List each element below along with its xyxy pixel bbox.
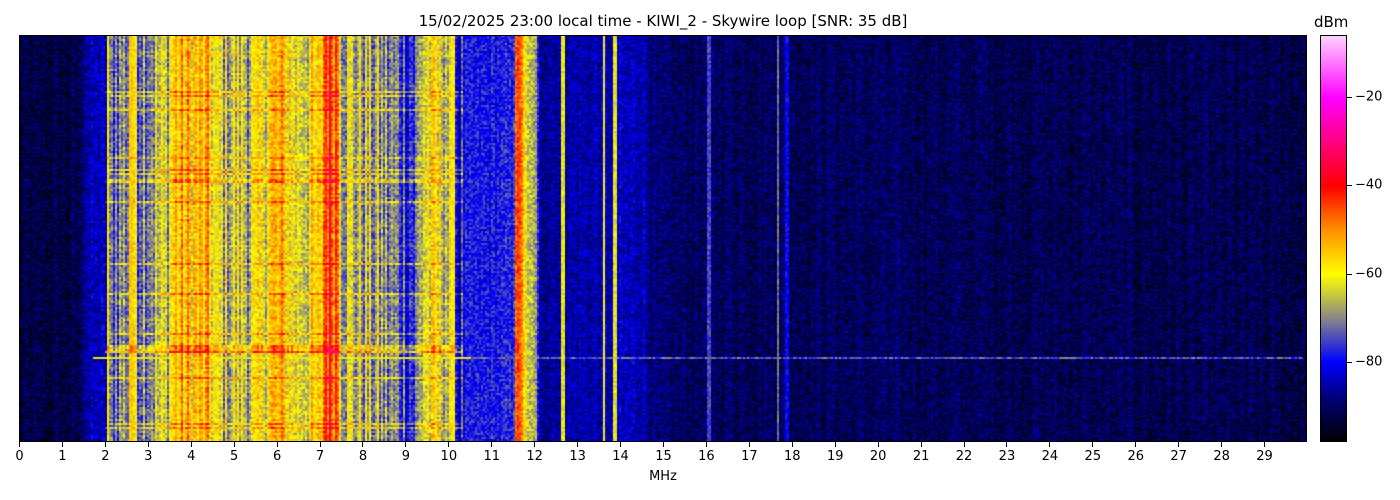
x-tick-label: 28 xyxy=(1213,449,1230,464)
x-tick xyxy=(534,442,536,447)
x-tick-label: 16 xyxy=(698,449,715,464)
x-tick xyxy=(104,442,106,447)
colorbar-tick-label: −80 xyxy=(1355,354,1383,370)
colorbar-tick xyxy=(1347,185,1352,187)
colorbar-tick xyxy=(1347,96,1352,98)
x-tick xyxy=(748,442,750,447)
x-tick-label: 25 xyxy=(1084,449,1102,464)
x-tick-label: 27 xyxy=(1170,449,1187,464)
x-tick xyxy=(963,442,965,447)
x-tick xyxy=(405,442,407,447)
x-tick-label: 7 xyxy=(315,449,325,464)
x-tick-label: 8 xyxy=(358,449,368,464)
x-tick xyxy=(233,442,235,447)
x-tick-label: 15 xyxy=(655,449,672,464)
x-tick xyxy=(491,442,493,447)
colorbar-tick xyxy=(1347,362,1352,364)
colorbar-tick-label: −20 xyxy=(1355,89,1383,105)
x-tick-label: 0 xyxy=(15,449,24,464)
colorbar-tick-label: −40 xyxy=(1355,177,1383,193)
x-tick-label: 14 xyxy=(612,449,629,464)
x-tick xyxy=(1006,442,1008,447)
x-tick-label: 2 xyxy=(101,449,110,464)
x-tick-label: 5 xyxy=(230,449,239,464)
x-tick-label: 20 xyxy=(869,449,887,464)
x-tick-label: 6 xyxy=(272,449,282,464)
x-tick-label: 24 xyxy=(1041,449,1059,464)
x-tick xyxy=(1135,442,1137,447)
x-tick xyxy=(1092,442,1094,447)
x-tick xyxy=(1221,442,1223,447)
x-tick xyxy=(877,442,879,447)
x-tick xyxy=(577,442,579,447)
x-tick xyxy=(448,442,450,447)
x-tick xyxy=(834,442,836,447)
x-tick-label: 21 xyxy=(912,449,930,464)
colorbar xyxy=(1320,35,1347,442)
x-tick xyxy=(147,442,149,447)
chart-title: 15/02/2025 23:00 local time - KIWI_2 - S… xyxy=(418,12,908,30)
x-tick xyxy=(620,442,622,447)
x-tick-label: 26 xyxy=(1127,449,1145,464)
x-tick-label: 4 xyxy=(187,449,196,464)
x-tick xyxy=(276,442,278,447)
x-tick-label: 17 xyxy=(741,449,758,464)
x-tick-label: 29 xyxy=(1256,449,1273,464)
x-tick-label: 10 xyxy=(440,449,458,464)
x-tick xyxy=(663,442,664,447)
x-tick xyxy=(319,442,321,447)
x-tick-label: 1 xyxy=(58,449,67,464)
x-tick xyxy=(705,442,707,447)
x-tick xyxy=(61,442,63,447)
colorbar-tick xyxy=(1347,273,1352,275)
x-tick-label: 23 xyxy=(998,449,1016,464)
x-tick-label: 3 xyxy=(144,449,153,464)
x-tick-label: 12 xyxy=(526,449,543,464)
x-tick xyxy=(1178,442,1180,447)
colorbar-label: dBm xyxy=(1314,13,1349,31)
x-axis-label: MHz xyxy=(649,469,677,484)
x-tick-label: 13 xyxy=(569,449,586,464)
x-tick-label: 22 xyxy=(955,449,973,464)
x-tick xyxy=(920,442,922,447)
x-tick-label: 18 xyxy=(784,449,801,464)
x-tick xyxy=(362,442,364,447)
plot-area-frame xyxy=(19,35,1307,442)
spectrogram-heatmap xyxy=(19,35,1307,442)
x-tick-label: 9 xyxy=(401,449,411,464)
x-tick xyxy=(190,442,192,447)
x-tick xyxy=(791,442,793,447)
x-tick-label: 19 xyxy=(826,449,844,464)
x-tick xyxy=(1049,442,1051,447)
x-tick-label: 11 xyxy=(483,449,501,464)
x-tick xyxy=(1264,442,1266,447)
colorbar-tick-label: −60 xyxy=(1355,266,1383,282)
x-tick xyxy=(19,442,20,447)
